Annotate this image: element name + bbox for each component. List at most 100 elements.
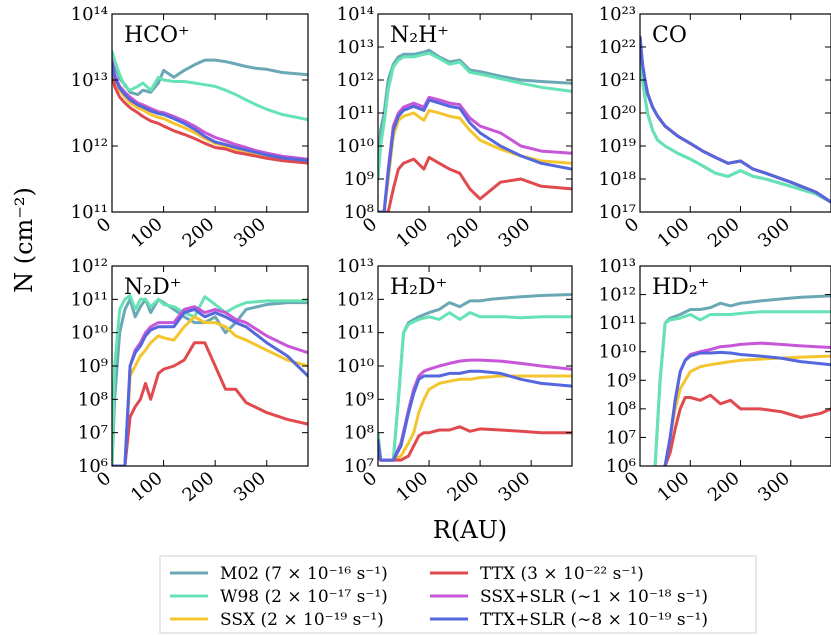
panel-5: 10⁷ 10⁸ 10⁹ 10¹⁰ 10¹¹ 10¹² 10¹³ 0 100 200 300 H₂D⁺	[337, 256, 573, 506]
y-tick-label: 10¹⁰	[337, 356, 374, 377]
y-tick-label: 10¹⁸	[599, 169, 636, 190]
y-tick-label: 10¹³	[337, 256, 374, 277]
y-tick-label: 10⁸	[344, 202, 374, 223]
x-tick-label: 100	[127, 214, 167, 252]
series-line-ssx-plus-slr	[112, 58, 308, 161]
x-tick-label: 0	[621, 468, 643, 491]
x-tick-label: 200	[179, 214, 219, 252]
series-line-m02	[378, 48, 572, 181]
series-line-ttx	[112, 68, 308, 165]
y-tick-label: 10¹¹	[337, 103, 374, 124]
panel-title: N₂H⁺	[390, 23, 449, 48]
legend-label: SSX (2 × 10⁻¹⁹ s⁻¹)	[220, 610, 384, 630]
series-group	[378, 48, 572, 212]
series-line-m02	[640, 45, 831, 204]
x-tick-label: 0	[359, 214, 381, 237]
series-line-ttx	[378, 155, 572, 212]
series-line-ttx-plus-slr	[112, 61, 308, 163]
y-tick-label: 10¹⁴	[71, 4, 108, 25]
y-tick-label: 10⁹	[344, 169, 374, 190]
series-line-w98	[640, 45, 831, 204]
panel-4: 10⁶ 10⁷ 10⁸ 10⁹ 10¹⁰ 10¹¹ 10¹² 0 100 200 300 N₂D⁺	[71, 256, 309, 506]
x-tick-label: 200	[443, 214, 483, 252]
y-tick-label: 10⁹	[606, 370, 636, 391]
y-tick-label: 10⁷	[344, 456, 374, 477]
y-tick-label: 10⁸	[78, 389, 108, 410]
y-tick-label: 10¹⁹	[599, 136, 636, 157]
y-tick-label: 10¹²	[71, 136, 108, 157]
x-tick-label: 300	[495, 214, 535, 252]
y-tick-label: 10⁹	[344, 389, 374, 410]
series-line-ssx	[112, 65, 308, 163]
x-tick-label: 200	[443, 468, 483, 506]
legend-label: SSX+SLR (∼1 × 10⁻¹⁸ s⁻¹)	[480, 587, 708, 607]
legend-label: M02 (7 × 10⁻¹⁶ s⁻¹)	[220, 564, 388, 584]
series-group	[653, 294, 831, 466]
series-line-ttx	[663, 393, 831, 466]
panel-title: HD₂⁺	[652, 275, 709, 300]
y-tick-label: 10⁷	[606, 427, 636, 448]
y-tick-label: 10²⁰	[599, 103, 636, 124]
x-tick-label: 100	[392, 214, 432, 252]
panels: 10¹¹ 10¹² 10¹³ 10¹⁴ 0 100 200 300 HCO⁺ 10⁸ 10⁹ 10¹⁰…	[71, 4, 831, 506]
legend-label: TTX+SLR (∼8 × 10⁻¹⁹ s⁻¹)	[480, 610, 708, 630]
panel-title: HCO⁺	[124, 23, 190, 48]
series-line-ssx-plus-slr	[112, 305, 308, 466]
series-line-ssx	[663, 354, 831, 466]
panel-title: H₂D⁺	[390, 275, 447, 300]
x-tick-label: 300	[495, 468, 535, 506]
panel-6: 10⁶ 10⁷ 10⁸ 10⁹ 10¹⁰ 10¹¹ 10¹² 10¹³ 0 100 200 300 HD…	[599, 256, 831, 506]
legend-label: TTX (3 × 10⁻²² s⁻¹)	[480, 564, 644, 584]
y-tick-label: 10⁶	[78, 456, 108, 477]
series-line-w98	[378, 51, 572, 181]
y-tick-label: 10¹⁰	[599, 342, 636, 363]
series-line-ttx-plus-slr	[663, 350, 831, 466]
legend-entry-w98: W98 (2 × 10⁻¹⁷ s⁻¹)	[170, 587, 388, 607]
y-tick-label: 10¹²	[599, 285, 636, 306]
series-line-ttx-plus-slr	[378, 369, 572, 462]
legend-entry-ssx-plus-slr: SSX+SLR (∼1 × 10⁻¹⁸ s⁻¹)	[430, 587, 708, 607]
series-group	[112, 294, 308, 466]
y-tick-label: 10¹⁷	[599, 202, 636, 223]
y-tick-label: 10²³	[599, 4, 636, 25]
legend-entry-ssx: SSX (2 × 10⁻¹⁹ s⁻¹)	[170, 610, 384, 630]
series-line-w98	[112, 294, 308, 466]
series-line-w98	[112, 50, 308, 122]
series-line-ttx	[112, 341, 308, 466]
y-tick-label: 10¹¹	[337, 323, 374, 344]
legend-label: W98 (2 × 10⁻¹⁷ s⁻¹)	[220, 587, 388, 607]
y-tick-label: 10¹⁰	[337, 136, 374, 157]
panel-1: 10¹¹ 10¹² 10¹³ 10¹⁴ 0 100 200 300 HCO⁺	[71, 4, 309, 252]
series-line-ttx-plus-slr	[112, 307, 308, 466]
series-line-ttx-plus-slr	[378, 98, 572, 212]
x-tick-label: 300	[230, 214, 270, 252]
panel-title: N₂D⁺	[124, 275, 181, 300]
y-tick-label: 10⁶	[606, 456, 636, 477]
series-line-w98	[653, 310, 831, 466]
panel-2: 10⁸ 10⁹ 10¹⁰ 10¹¹ 10¹² 10¹³ 10¹⁴ 0 100 200 300 N₂H⁺	[337, 4, 573, 252]
legend-entry-m02: M02 (7 × 10⁻¹⁶ s⁻¹)	[170, 564, 388, 584]
y-tick-label: 10⁷	[78, 423, 108, 444]
y-tick-label: 10¹³	[599, 256, 636, 277]
y-tick-label: 10⁹	[78, 356, 108, 377]
y-tick-label: 10¹²	[337, 289, 374, 310]
series-line-ssx-plus-slr	[640, 35, 831, 204]
x-tick-label: 200	[704, 214, 744, 252]
y-tick-label: 10¹³	[71, 70, 108, 91]
x-tick-label: 0	[93, 214, 115, 237]
x-tick-label: 300	[230, 468, 270, 506]
axes-frame	[639, 265, 831, 467]
y-axis-title: N (cm⁻²)	[10, 187, 38, 293]
x-axis-title: R(AU)	[433, 516, 507, 544]
legend-entry-ttx: TTX (3 × 10⁻²² s⁻¹)	[430, 564, 644, 584]
y-tick-label: 10¹⁴	[337, 4, 374, 25]
x-tick-label: 300	[754, 214, 794, 252]
x-tick-label: 0	[359, 468, 381, 491]
x-tick-label: 100	[654, 214, 694, 252]
panel-3: 10¹⁷ 10¹⁸ 10¹⁹ 10²⁰ 10²¹ 10²² 10²³ 0 100 200 300 CO	[599, 4, 831, 252]
x-tick-label: 100	[392, 468, 432, 506]
legend: M02 (7 × 10⁻¹⁶ s⁻¹) W98 (2 × 10⁻¹⁷ s⁻¹) SS…	[159, 555, 757, 634]
y-tick-label: 10¹¹	[71, 289, 108, 310]
y-tick-label: 10⁸	[606, 399, 636, 420]
